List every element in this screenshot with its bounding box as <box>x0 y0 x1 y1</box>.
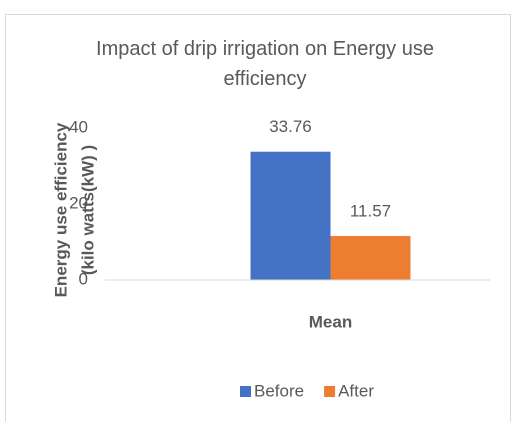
bar <box>250 151 331 280</box>
data-label: 11.57 <box>350 202 391 221</box>
legend-label: Before <box>254 381 304 400</box>
legend-label: After <box>338 381 374 400</box>
legend-swatch <box>324 386 336 397</box>
y-tick-label: 20 <box>69 193 88 212</box>
y-axis-title: Energy use efficiency <box>51 122 70 297</box>
y-axis-title: (kilo watts(kW) ) <box>78 145 97 275</box>
bar <box>330 236 411 280</box>
chart-title: Impact of drip irrigation on Energy use … <box>96 38 434 90</box>
y-tick-label: 0 <box>79 269 88 288</box>
x-tick-label: Mean <box>309 312 352 331</box>
legend-swatch <box>240 386 251 397</box>
y-tick-label: 40 <box>69 117 88 136</box>
data-label: 33.76 <box>269 117 312 136</box>
